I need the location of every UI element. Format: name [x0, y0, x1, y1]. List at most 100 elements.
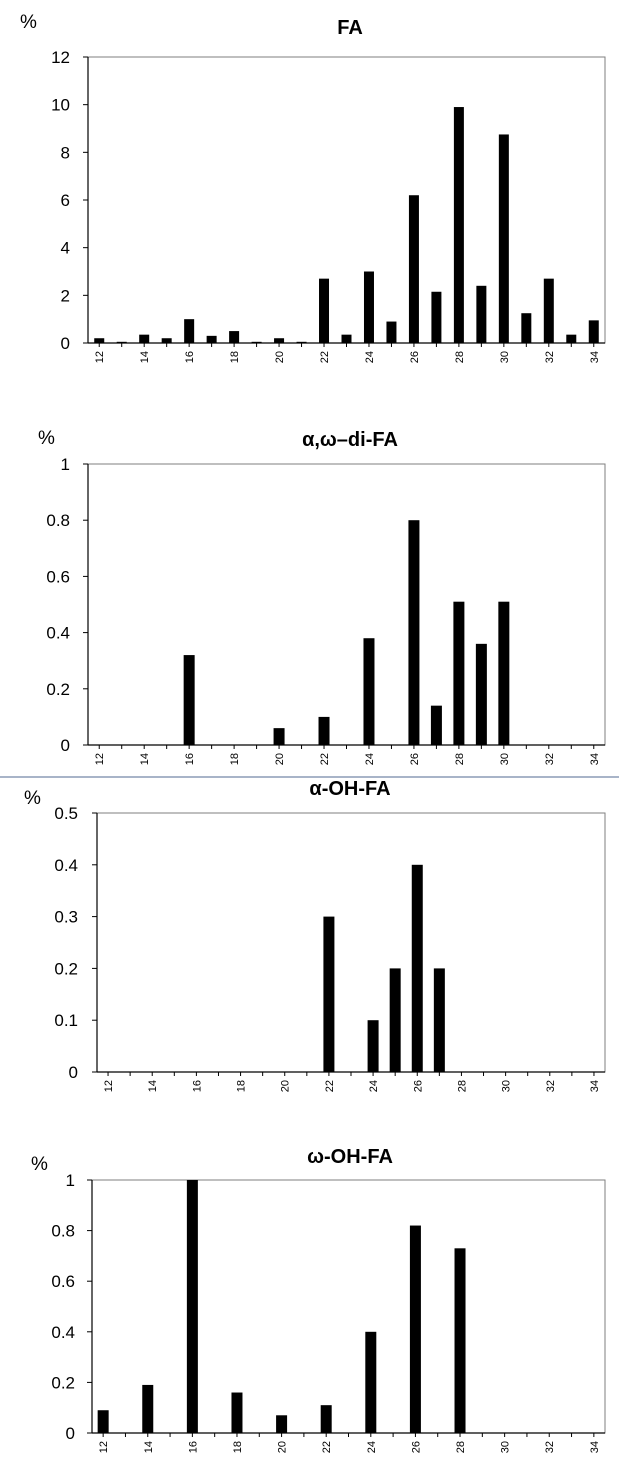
bar: [408, 520, 420, 745]
y-tick-label: 0: [61, 736, 70, 755]
x-tick-label: 28: [455, 1441, 467, 1453]
bar: [229, 331, 240, 343]
chart-panel-3: α-OH-FA% 0 0.1 0.2 0.3 0.4 0.5 12 14 16 18 20 22 24 26…: [24, 778, 606, 1092]
y-tick-label: 0.6: [51, 1272, 75, 1291]
x-tick-label: 24: [368, 1080, 380, 1092]
bar: [588, 320, 599, 343]
x-tick-label: 12: [103, 1080, 115, 1092]
plot-frame: [96, 812, 606, 1073]
y-unit-label: %: [20, 12, 37, 33]
bar: [475, 643, 487, 745]
x-tick-label: 12: [98, 1441, 110, 1453]
x-tick-label: 28: [454, 351, 466, 363]
y-tick-label: 4: [61, 239, 70, 258]
bar: [296, 341, 307, 344]
x-tick-label: 18: [236, 1080, 248, 1092]
chart-title: α,ω–di-FA: [302, 429, 398, 451]
y-tick-label: 0.8: [46, 511, 70, 530]
x-tick-label: 26: [409, 753, 421, 765]
bar: [341, 334, 352, 343]
x-tick-label: 34: [589, 1080, 601, 1092]
plot-frame: [91, 1179, 606, 1434]
bar: [431, 291, 442, 343]
bar: [367, 1020, 379, 1072]
chart-title: ω-OH-FA: [307, 1146, 393, 1168]
chart-title: α-OH-FA: [309, 778, 390, 800]
x-tick-label: 32: [544, 753, 556, 765]
x-tick-label: 30: [499, 351, 511, 363]
bar: [276, 1415, 288, 1433]
bar: [453, 601, 465, 745]
bar: [251, 341, 262, 344]
x-tick-label: 18: [229, 351, 241, 363]
y-tick-label: 0.4: [46, 624, 70, 643]
y-tick-label: 1: [61, 455, 70, 474]
x-tick-label: 12: [94, 753, 106, 765]
bar: [318, 716, 330, 745]
x-tick-label: 26: [412, 1080, 424, 1092]
bar: [566, 334, 577, 343]
y-tick-label: 0.8: [51, 1222, 75, 1241]
x-tick-label: 34: [589, 753, 601, 765]
bar: [389, 968, 401, 1072]
x-tick-label: 28: [454, 753, 466, 765]
bar: [521, 313, 532, 343]
bar: [363, 271, 374, 343]
x-tick-label: 24: [364, 351, 376, 363]
bar: [454, 1248, 466, 1433]
bar: [186, 1180, 198, 1433]
bar: [430, 705, 442, 745]
bar: [365, 1331, 377, 1433]
y-tick-label: 6: [61, 191, 70, 210]
y-tick-label: 0: [61, 334, 70, 353]
plot-frame: [87, 463, 606, 746]
x-tick-label: 16: [187, 1441, 199, 1453]
x-tick-label: 14: [143, 1441, 155, 1453]
bar: [274, 338, 285, 343]
bar: [319, 278, 330, 343]
bar: [411, 864, 423, 1072]
chart-panel-4: ω-OH-FA% 0 0.2 0.4 0.6 0.8 1 12 14 16 18 20 22 24 26 28…: [31, 1146, 606, 1453]
y-tick-label: 2: [61, 286, 70, 305]
y-tick-label: 0.3: [54, 908, 78, 927]
y-tick-label: 8: [61, 143, 70, 162]
bar: [453, 107, 464, 343]
y-tick-label: 0: [66, 1424, 75, 1443]
bar: [320, 1405, 332, 1433]
bar: [498, 134, 509, 343]
bar: [386, 321, 397, 343]
y-tick-label: 12: [51, 48, 70, 67]
bar: [183, 655, 195, 745]
x-tick-label: 24: [366, 1441, 378, 1453]
bar: [543, 278, 554, 343]
plot-frame: [87, 56, 606, 344]
bar: [184, 319, 195, 343]
x-tick-label: 30: [501, 1080, 513, 1092]
x-tick-label: 20: [280, 1080, 292, 1092]
bar: [97, 1410, 109, 1433]
x-tick-label: 32: [544, 1441, 556, 1453]
x-tick-label: 20: [277, 1441, 289, 1453]
bar: [363, 638, 375, 745]
x-tick-label: 32: [545, 1080, 557, 1092]
bar: [498, 601, 510, 745]
bar: [231, 1392, 243, 1433]
y-unit-label: %: [38, 428, 55, 449]
bar: [476, 285, 487, 343]
y-tick-label: 0.4: [54, 856, 78, 875]
bar: [142, 1384, 154, 1433]
y-tick-label: 0.2: [51, 1373, 75, 1392]
y-tick-label: 0.6: [46, 567, 70, 586]
y-tick-label: 0.5: [54, 804, 78, 823]
bar: [409, 1225, 421, 1433]
x-tick-label: 28: [456, 1080, 468, 1092]
chart-title: FA: [337, 17, 363, 39]
y-unit-label: %: [24, 788, 41, 809]
x-tick-label: 14: [139, 753, 151, 765]
y-tick-label: 0.2: [46, 680, 70, 699]
x-tick-label: 34: [589, 351, 601, 363]
x-tick-label: 32: [544, 351, 556, 363]
x-tick-label: 14: [147, 1080, 159, 1092]
y-tick-label: 10: [51, 96, 70, 115]
